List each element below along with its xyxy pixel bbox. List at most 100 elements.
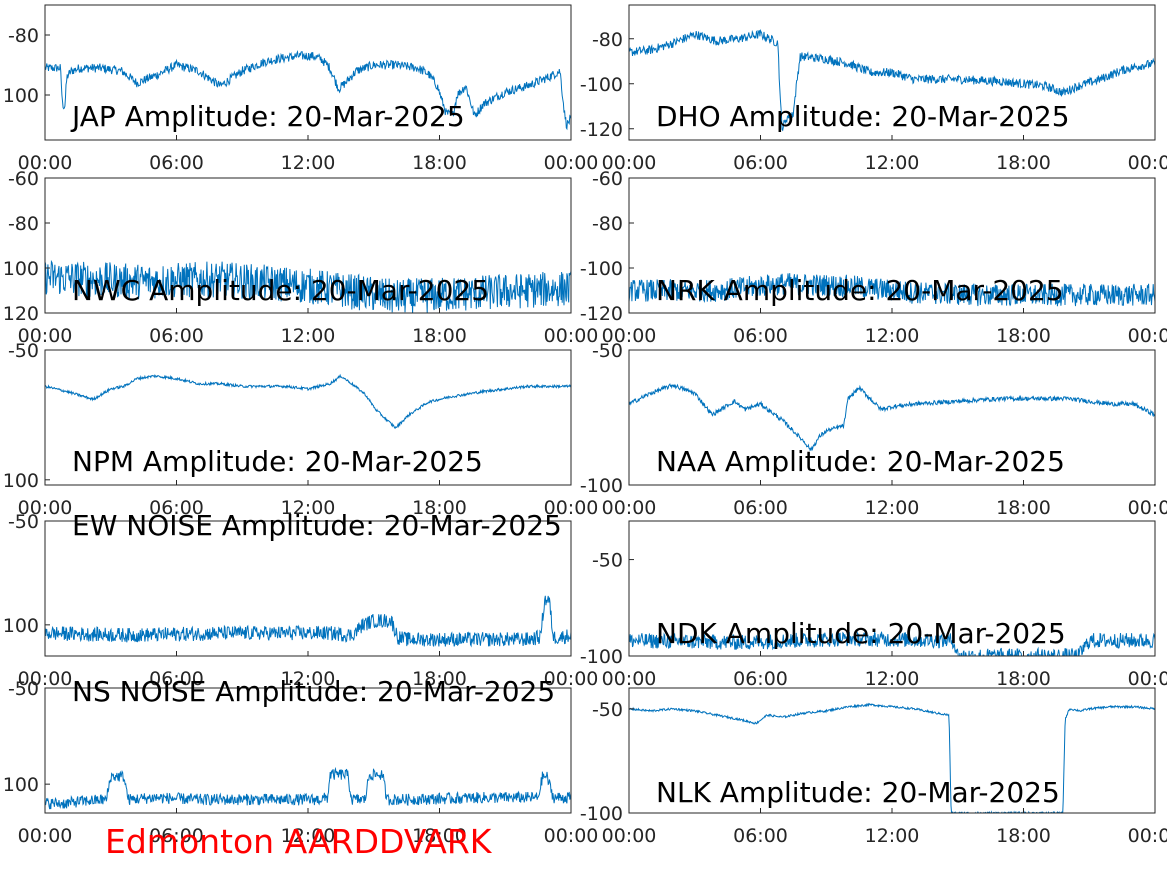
y-tick-label: -120 — [580, 303, 623, 325]
x-tick-label: 18:00 — [996, 825, 1051, 847]
y-tick-label: -100 — [580, 803, 623, 825]
x-tick-label: 12:00 — [865, 825, 920, 847]
panel-title: JAP Amplitude: 20-Mar-2025 — [70, 100, 465, 133]
x-tick-label: 06:00 — [733, 325, 788, 347]
x-tick-label: 18:00 — [996, 152, 1051, 174]
x-tick-label: 12:00 — [865, 152, 920, 174]
panel-title: NLK Amplitude: 20-Mar-2025 — [656, 776, 1060, 809]
x-tick-label: 00:00 — [544, 325, 599, 347]
x-tick-label: 18:00 — [996, 668, 1051, 690]
y-tick-label: -80 — [592, 213, 623, 235]
x-tick-label: 12:00 — [281, 668, 336, 690]
panel-title: NWC Amplitude: 20-Mar-2025 — [72, 274, 489, 307]
y-tick-label: 100 — [3, 258, 39, 280]
x-tick-label: 18:00 — [996, 497, 1051, 519]
panel-title: DHO Amplitude: 20-Mar-2025 — [656, 100, 1070, 133]
y-tick-label: -100 — [580, 74, 623, 96]
panel-3: -60-80-100-12000:0006:0012:0018:0000:00N… — [580, 168, 1167, 347]
x-tick-label: 18:00 — [412, 325, 467, 347]
footer-station-label: Edmonton AARDDVARK — [105, 822, 493, 861]
y-tick-label: -80 — [8, 25, 39, 47]
x-tick-label: 00:00 — [18, 152, 73, 174]
x-tick-label: 00:00 — [1128, 325, 1167, 347]
y-tick-label: -100 — [580, 475, 623, 497]
y-tick-label: -80 — [592, 29, 623, 51]
x-tick-label: 00:00 — [18, 497, 73, 519]
x-tick-label: 00:00 — [1128, 497, 1167, 519]
panel-title: NAA Amplitude: 20-Mar-2025 — [656, 445, 1065, 478]
x-tick-label: 06:00 — [733, 825, 788, 847]
x-tick-label: 06:00 — [733, 497, 788, 519]
y-tick-label: -50 — [592, 340, 623, 362]
y-tick-label: -100 — [580, 646, 623, 668]
x-tick-label: 00:00 — [602, 825, 657, 847]
panel-0: -80 100 00:00 06:00 12:00 18:00 00:00 JAP Ampli… — [3, 4, 599, 174]
y-tick-label: -50 — [592, 550, 623, 572]
y-tick-label: 100 — [3, 615, 39, 637]
x-tick-label: 18:00 — [412, 497, 467, 519]
panel-6: -50 100 00:00 06:00 12:00 18:00 00:00 EW NOISE … — [3, 509, 599, 690]
y-tick-label: -50 — [8, 340, 39, 362]
series-line — [629, 28, 1155, 132]
x-tick-label: 12:00 — [281, 152, 336, 174]
x-tick-label: 06:00 — [149, 668, 204, 690]
x-tick-label: 06:00 — [733, 668, 788, 690]
panel-1: -80 -100 -120 00:00 06:00 12:00 18:00 00:00 DHO … — [580, 4, 1167, 174]
x-tick-label: 06:00 — [149, 825, 204, 847]
x-tick-label: 06:00 — [149, 325, 204, 347]
x-tick-label: 00:00 — [18, 325, 73, 347]
x-tick-label: 00:00 — [544, 152, 599, 174]
x-tick-label: 12:00 — [281, 497, 336, 519]
x-tick-label: 18:00 — [412, 668, 467, 690]
x-tick-label: 00:00 — [18, 668, 73, 690]
series-line — [45, 766, 571, 810]
series-line — [629, 273, 1155, 307]
y-tick-label: -100 — [580, 258, 623, 280]
panel-8: -50 100 00:00 06:00 12:00 18:00 00:00 NS NOISE … — [3, 675, 599, 847]
panel-4: -50 100 00:00 06:00 12:00 18:00 00:00 NPM Ampli… — [3, 340, 599, 519]
y-tick-label: 100 — [3, 470, 39, 492]
x-tick-label: 06:00 — [733, 152, 788, 174]
x-tick-label: 00:00 — [602, 497, 657, 519]
panel-title: NPM Amplitude: 20-Mar-2025 — [72, 445, 483, 478]
x-tick-label: 00:00 — [602, 152, 657, 174]
x-tick-label: 12:00 — [865, 668, 920, 690]
y-tick-label: 100 — [3, 774, 39, 796]
x-tick-label: 00:00 — [18, 825, 73, 847]
x-tick-label: 12:00 — [865, 497, 920, 519]
x-tick-label: 12:00 — [281, 825, 336, 847]
x-tick-label: 00:00 — [602, 668, 657, 690]
series-line — [45, 595, 571, 648]
series-line — [45, 373, 571, 430]
x-tick-label: 18:00 — [996, 325, 1051, 347]
panel-title: EW NOISE Amplitude: 20-Mar-2025 — [72, 509, 562, 542]
series-line — [629, 631, 1155, 656]
y-tick-label: -60 — [8, 168, 39, 190]
y-tick-label: 100 — [3, 85, 39, 107]
panel-title: NS NOISE Amplitude: 20-Mar-2025 — [72, 675, 555, 708]
panel-title: NRK Amplitude: 20-Mar-2025 — [656, 274, 1064, 307]
panels: -80 100 00:00 06:00 12:00 18:00 00:00 JAP Ampli… — [3, 4, 1167, 847]
series-line — [629, 383, 1155, 452]
y-tick-label: -80 — [8, 213, 39, 235]
series-line — [45, 50, 571, 131]
y-tick-label: -120 — [580, 119, 623, 141]
y-tick-label: -50 — [592, 699, 623, 721]
x-tick-label: 00:00 — [544, 825, 599, 847]
x-tick-label: 06:00 — [149, 497, 204, 519]
x-tick-label: 12:00 — [281, 325, 336, 347]
x-tick-label: 00:00 — [544, 668, 599, 690]
panel-title: NDK Amplitude: 20-Mar-2025 — [656, 617, 1066, 650]
y-tick-label: -60 — [592, 168, 623, 190]
x-tick-label: 00:00 — [602, 325, 657, 347]
x-tick-label: 00:00 — [1128, 152, 1167, 174]
x-tick-label: 00:00 — [544, 497, 599, 519]
x-tick-label: 00:00 — [1128, 825, 1167, 847]
x-tick-label: 18:00 — [412, 152, 467, 174]
series-line — [45, 259, 571, 313]
